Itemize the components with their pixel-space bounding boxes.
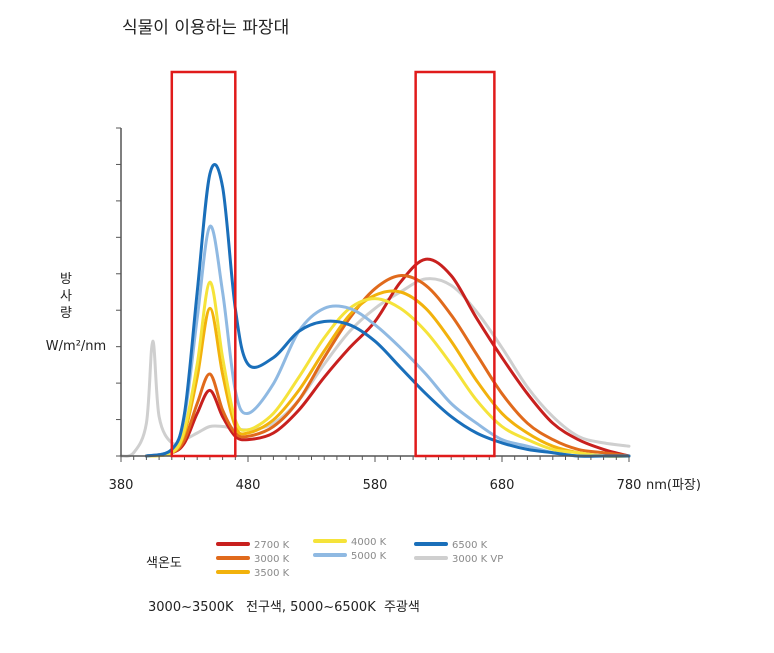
chart-title: 식물이 이용하는 파장대 [122, 18, 289, 38]
legend-label-3500-k: 3500 K [254, 568, 290, 579]
x-tick-label: 380 [109, 478, 134, 493]
legend-label-3000-k-vp: 3000 K VP [452, 554, 503, 565]
highlight-layer [170, 70, 496, 458]
series-line-4000-k [144, 280, 631, 458]
x-tick-label: 780 [617, 478, 642, 493]
ylabel-unit: W/m²/nm [46, 339, 106, 354]
series-line-2700-k [144, 257, 631, 458]
series-line-6500-k [144, 162, 631, 458]
x-tick-label: 580 [363, 478, 388, 493]
legend-label-5000-k: 5000 K [351, 551, 387, 562]
legend-label-2700-k: 2700 K [254, 540, 290, 551]
ylabel-char-3: 량 [60, 306, 72, 321]
color-temperature-note: 3000~3500K 전구색, 5000~6500K 주광색 [148, 600, 420, 615]
legend: 2700 K 3000 K 3500 K 4000 K 5000 K 6500 K 3000… [216, 537, 503, 579]
x-tick-label: 680 [490, 478, 515, 493]
series-line-5000-k [144, 224, 631, 458]
legend-label-6500-k: 6500 K [452, 540, 488, 551]
series-line-3500-k [144, 289, 631, 458]
series-line-3000-k [144, 274, 631, 458]
ylabel-char-2: 사 [60, 289, 72, 304]
x-axis-unit-label: nm(파장) [646, 478, 701, 493]
highlight-box-blue-band [170, 70, 237, 458]
ylabel-char-1: 방 [60, 272, 72, 287]
x-tick-label: 480 [236, 478, 261, 493]
legend-label-3000-k: 3000 K [254, 554, 290, 565]
legend-label-4000-k: 4000 K [351, 537, 387, 548]
series-layer [119, 162, 631, 458]
legend-title: 색온도 [146, 556, 182, 571]
highlight-box-red-band [414, 70, 496, 458]
